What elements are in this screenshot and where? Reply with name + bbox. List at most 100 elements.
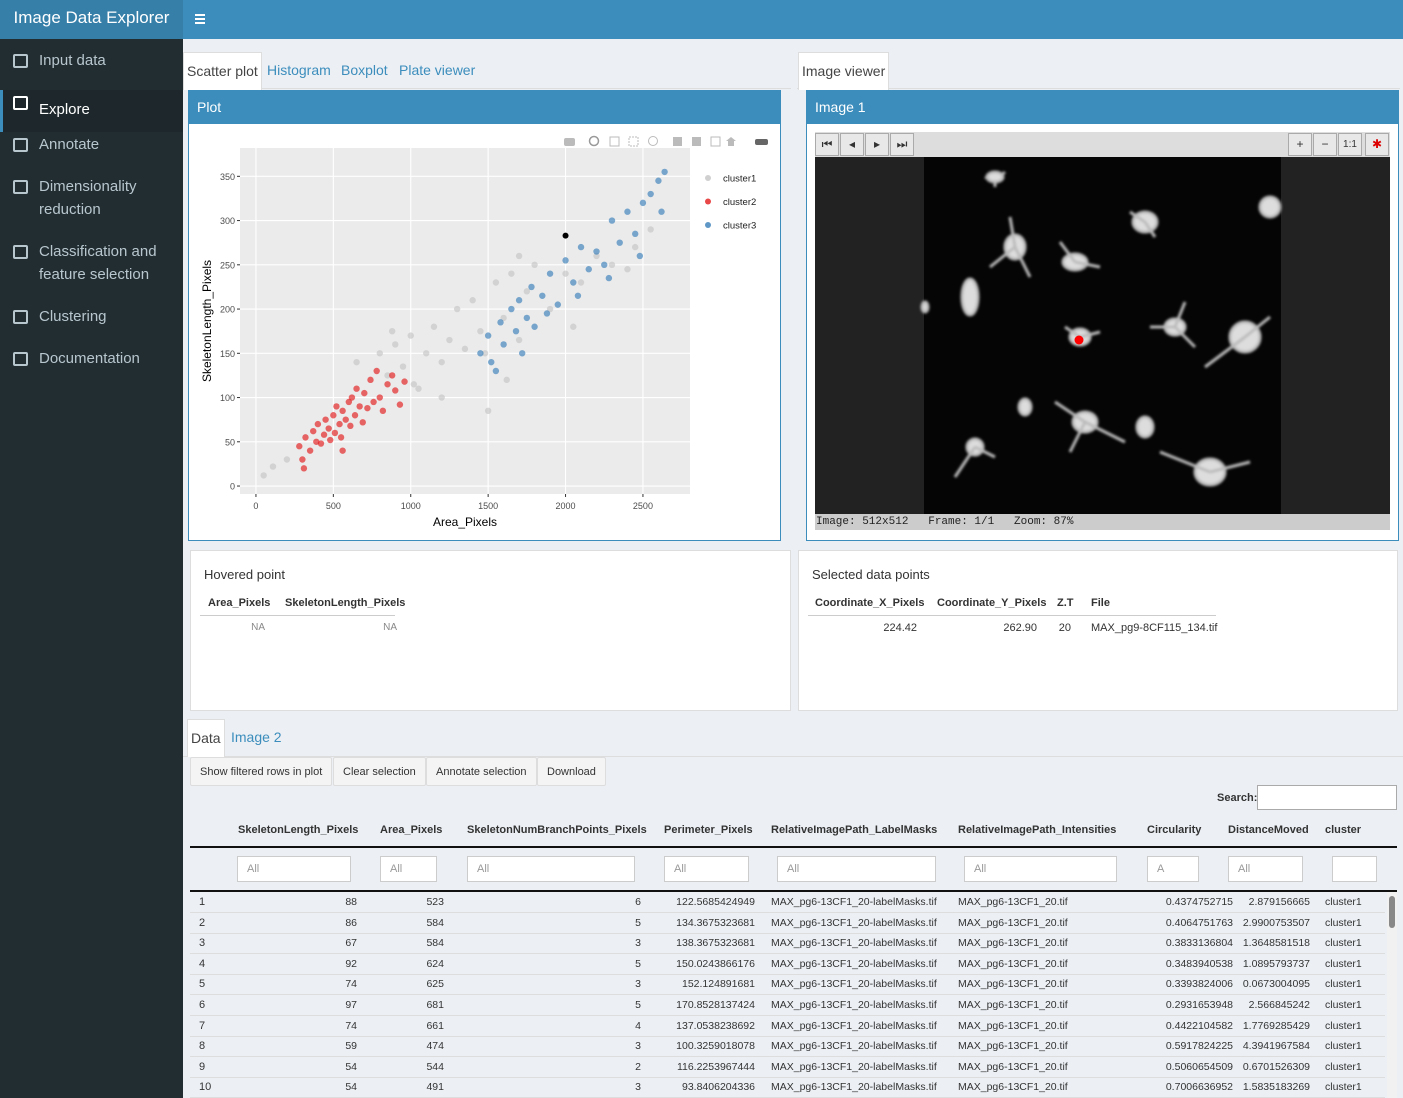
zoom-out[interactable]: −	[1313, 133, 1337, 156]
cell: MAX_pg6-13CF1_20-labelMasks.tif	[771, 896, 937, 908]
cell: 491	[426, 1081, 444, 1094]
cell: cluster1	[1325, 1081, 1362, 1094]
nav-item[interactable]: Clustering	[39, 308, 107, 325]
point	[384, 381, 391, 388]
point	[658, 208, 665, 215]
cell: 2	[635, 1060, 641, 1073]
last-frame[interactable]: ⏭	[890, 133, 914, 156]
column-header[interactable]: cluster	[1325, 824, 1362, 836]
point	[585, 266, 592, 273]
point	[376, 350, 383, 357]
column-header[interactable]: Circularity	[1147, 824, 1202, 836]
cell: cluster1	[1325, 916, 1362, 929]
point	[539, 292, 546, 299]
point	[616, 239, 623, 246]
point	[314, 420, 322, 428]
tab[interactable]: Boxplot	[341, 62, 388, 78]
point	[331, 429, 339, 437]
row-rule	[190, 953, 1385, 955]
cell: 523	[426, 896, 444, 908]
column-header[interactable]: SkeletonNumBranchPoints_Pixels	[467, 824, 647, 836]
point	[624, 266, 631, 273]
button[interactable]: Show filtered rows in plot	[190, 757, 333, 786]
tab[interactable]: Image 2	[231, 729, 282, 745]
point	[336, 420, 343, 428]
zoom-in[interactable]: +	[1288, 133, 1312, 156]
tab[interactable]: Image viewer	[798, 52, 890, 90]
point	[593, 252, 600, 260]
cell: 137.0538238692	[676, 1019, 755, 1032]
point	[339, 407, 346, 415]
cell: NA	[383, 622, 397, 633]
point	[337, 434, 345, 441]
nav-item[interactable]: Input data	[39, 52, 106, 69]
cell: 1.3648581518	[1242, 937, 1310, 950]
point	[562, 270, 569, 277]
modebar	[564, 135, 768, 147]
cell: 6	[635, 896, 641, 908]
row-rule	[190, 994, 1385, 996]
column-header[interactable]: SkeletonLength_Pixels	[238, 824, 359, 836]
nav-item[interactable]: Annotate	[39, 136, 100, 153]
point	[523, 314, 531, 322]
nav-item[interactable]: Explore	[0, 90, 183, 132]
cell: MAX_pg6-13CF1_20.tif	[958, 1040, 1068, 1053]
tab[interactable]: Data	[187, 719, 225, 757]
cell: 0.5060654509	[1165, 1060, 1233, 1073]
point	[296, 443, 303, 450]
clear-marker[interactable]: ✱	[1365, 133, 1389, 156]
cell: 0.7006636952	[1165, 1081, 1233, 1094]
column-header[interactable]: Area_Pixels	[380, 824, 443, 836]
column-header[interactable]: Perimeter_Pixels	[664, 824, 753, 836]
column-header[interactable]: RelativeImagePath_Intensities	[958, 824, 1117, 836]
row-index: 10	[199, 1081, 212, 1094]
point	[327, 436, 334, 444]
filter-input[interactable]: All	[237, 856, 351, 882]
point	[608, 217, 616, 224]
first-frame[interactable]: ⏮	[815, 133, 839, 156]
menu-toggle[interactable]	[195, 13, 206, 24]
point	[388, 372, 396, 379]
tab[interactable]: Scatter plot	[183, 52, 262, 90]
button[interactable]: Clear selection	[333, 757, 426, 786]
filter-input[interactable]: All	[777, 856, 936, 882]
filter-input[interactable]: All	[964, 856, 1117, 882]
prev-frame[interactable]: ◂	[840, 133, 864, 156]
tab[interactable]: Histogram	[267, 62, 331, 78]
button[interactable]: Annotate selection	[426, 757, 537, 786]
column-header[interactable]: RelativeImagePath_LabelMasks	[771, 824, 938, 836]
nav-item[interactable]: Dimensionality reduction	[39, 178, 137, 218]
point	[299, 456, 306, 463]
row-index: 4	[199, 957, 206, 970]
cell: 93.8406204336	[682, 1081, 755, 1094]
row-rule	[190, 1076, 1385, 1078]
cell: MAX_pg6-13CF1_20-labelMasks.tif	[771, 957, 937, 970]
filter-input[interactable]: All	[1228, 856, 1303, 882]
cell: MAX_pg9-8CF115_134.tif	[1091, 622, 1218, 634]
filter-input[interactable]	[1332, 856, 1377, 882]
tab-line	[183, 756, 1403, 757]
filter-input[interactable]: All	[380, 856, 437, 882]
tab[interactable]: Plate viewer	[399, 62, 476, 78]
next-frame[interactable]: ▸	[865, 133, 889, 156]
filter-input[interactable]: A	[1147, 856, 1199, 882]
point	[364, 404, 371, 412]
point	[661, 168, 668, 176]
filter-input[interactable]: All	[467, 856, 635, 882]
x-tick-label: 1000	[401, 501, 421, 511]
box-title: Image 1	[807, 91, 1398, 124]
nav-item[interactable]: Documentation	[39, 350, 140, 367]
search-input[interactable]	[1257, 785, 1397, 810]
cell: 661	[426, 1019, 444, 1032]
point	[624, 208, 631, 215]
nav-item[interactable]: Classification and feature selection	[39, 243, 157, 283]
column-header[interactable]: DistanceMoved	[1228, 824, 1309, 836]
row-rule	[190, 932, 1385, 934]
zoom-reset[interactable]: 1:1	[1338, 133, 1362, 156]
cell: 5	[635, 957, 641, 970]
point	[503, 376, 510, 384]
button[interactable]: Download	[537, 757, 606, 786]
cell: MAX_pg6-13CF1_20.tif	[958, 896, 1068, 908]
filter-input[interactable]: All	[664, 856, 749, 882]
cell: 4	[635, 1019, 641, 1032]
